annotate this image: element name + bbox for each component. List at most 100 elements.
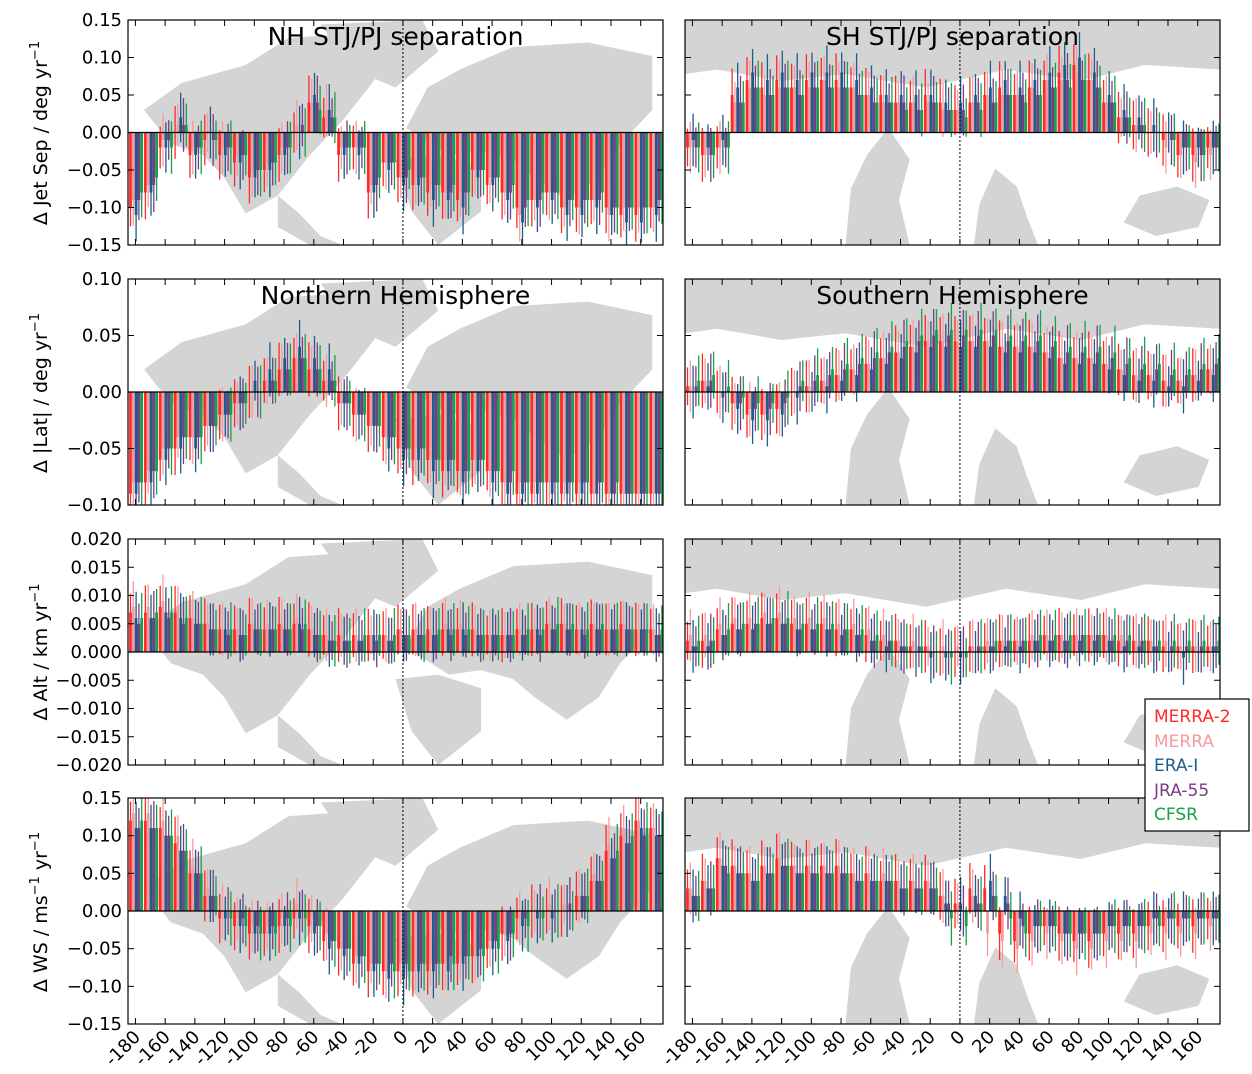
xtick-label: 60 <box>1028 1027 1059 1058</box>
bar-MERRA-2-0 <box>953 341 957 392</box>
bar-MERRA-20 <box>429 132 432 185</box>
ytick-label: −0.005 <box>55 670 122 691</box>
bar-MERRA--180 <box>131 132 135 200</box>
bar-MERRA-30 <box>444 392 447 460</box>
bar-JRA-55-60 <box>1051 346 1054 392</box>
bar-CFSR-100 <box>556 132 560 193</box>
bar-MERRA--170 <box>146 132 150 185</box>
bar-MERRA-160 <box>637 132 640 208</box>
bar-CFSR-40 <box>1024 335 1028 392</box>
bar-ERA-I-80 <box>521 132 524 223</box>
bar-JRA-55-0 <box>405 392 408 449</box>
bar-CFSR-140 <box>615 850 619 911</box>
panel-title: Northern Hemisphere <box>261 281 531 310</box>
ytick-label: −0.05 <box>67 939 122 960</box>
bar-CFSR--170 <box>155 828 158 911</box>
bar-MERRA-2-110 <box>560 392 563 494</box>
bar-JRA-55-60 <box>1051 87 1054 133</box>
bar-MERRA-2-80 <box>515 132 519 208</box>
ytick-label: −0.020 <box>55 755 122 776</box>
bar-MERRA--150 <box>176 606 180 652</box>
bar-CFSR--30 <box>920 335 924 392</box>
bar-JRA-55--140 <box>754 87 757 133</box>
bar-CFSR-90 <box>1098 346 1102 392</box>
bar-CFSR-170 <box>660 132 664 200</box>
bar-MERRA--150 <box>176 835 180 911</box>
bar-CFSR-30 <box>452 392 456 460</box>
bar-ERA-I-120 <box>580 392 584 494</box>
bar-JRA-55-40 <box>464 911 468 957</box>
bar-ERA-I-170 <box>654 392 658 494</box>
bar-MERRA-0 <box>956 341 960 392</box>
land-north-america <box>144 811 396 993</box>
bar-CFSR-120 <box>586 132 589 200</box>
land-antarctica <box>685 20 1220 88</box>
bar-ERA-I-160 <box>640 392 643 494</box>
bar-ERA-I--90 <box>825 72 829 133</box>
bar-MERRA-2--30 <box>352 911 355 964</box>
land-central-america <box>277 974 342 1024</box>
ylabel-row3-tail: yr <box>30 851 52 876</box>
bar-MERRA-2-30 <box>441 132 444 193</box>
bar-MERRA-2--160 <box>158 606 162 652</box>
bar-CFSR-80 <box>1083 80 1087 133</box>
ylabel-row1-sup: −1 <box>28 313 43 332</box>
bar-JRA-55-10 <box>419 392 423 449</box>
land-africa-south <box>973 947 1039 1024</box>
land-africa-south <box>973 168 1039 245</box>
bar-CFSR--180 <box>140 392 144 483</box>
bar-ERA-I-90 <box>1093 72 1096 133</box>
bar-JRA-55-90 <box>538 392 542 483</box>
bar-JRA-55--30 <box>917 341 921 392</box>
bar-MERRA-120 <box>577 392 581 483</box>
bar-MERRA--180 <box>131 392 135 483</box>
bar-MERRA-110 <box>562 132 566 208</box>
legend-label-jra55: JRA-55 <box>1153 781 1209 801</box>
panels: 0.15 0.10 0.05 0.00 −0.05 −0.10 −0.15 NH STJ/PJ… <box>55 10 1221 1070</box>
bar-ERA-I-20 <box>432 911 435 972</box>
bar-MERRA--180 <box>131 813 135 911</box>
ytick-label: 0.00 <box>82 123 122 144</box>
bar-MERRA-0 <box>399 392 403 449</box>
bar-JRA-55-20 <box>434 392 438 460</box>
bar-CFSR-130 <box>601 132 604 193</box>
svg-text:Δ |Lat| / deg yr−1: Δ |Lat| / deg yr−1 <box>28 313 52 473</box>
panel-r1-left: 0.10 0.05 0.00 −0.05 −0.10 Northern Hemispher… <box>67 269 664 516</box>
legend-box <box>1144 698 1250 832</box>
bar-CFSR--10 <box>950 329 953 392</box>
bar-ERA-I-140 <box>610 858 614 911</box>
bar-JRA-55-160 <box>642 132 646 208</box>
bar-MERRA-40 <box>458 392 462 472</box>
bar-MERRA-2--10 <box>381 911 385 972</box>
land-antarctica <box>685 798 1220 866</box>
panel-r0-left: 0.15 0.10 0.05 0.00 −0.05 −0.10 −0.15 NH STJ/PJ… <box>67 10 664 256</box>
bar-MERRA-140 <box>607 392 611 494</box>
bar-MERRA-2--120 <box>775 80 779 133</box>
bar-JRA-55-70 <box>509 392 512 483</box>
ytick-label: −0.10 <box>67 495 122 516</box>
bar-JRA-55-120 <box>583 392 587 483</box>
bar-JRA-55-60 <box>494 392 497 472</box>
bar-CFSR--90 <box>831 87 834 133</box>
bar-ERA-I-60 <box>1048 72 1052 133</box>
bar-MERRA-2--10 <box>938 341 942 392</box>
bar-ERA-I--60 <box>870 87 873 133</box>
bar-MERRA-50 <box>473 392 477 460</box>
bar-JRA-55-130 <box>598 392 601 483</box>
bar-MERRA-2-40 <box>456 392 459 472</box>
bar-MERRA--110 <box>793 865 796 911</box>
bar-CFSR-70 <box>511 132 515 185</box>
bar-MERRA-20 <box>429 392 432 460</box>
land-antarctica <box>685 279 1220 347</box>
bar-JRA-55-140 <box>613 392 616 494</box>
bar-CFSR--40 <box>905 341 909 392</box>
xtick-label: 60 <box>471 1027 502 1058</box>
bar-MERRA--20 <box>369 132 373 185</box>
bar-MERRA-2-150 <box>619 132 623 215</box>
bar-MERRA-80 <box>518 392 522 483</box>
xtick-label: 160 <box>611 1027 650 1066</box>
bar-ERA-I-10 <box>417 392 420 460</box>
bar-MERRA-2--180 <box>129 820 132 911</box>
bar-CFSR-0 <box>964 329 968 392</box>
bar-MERRA-0 <box>399 132 403 178</box>
